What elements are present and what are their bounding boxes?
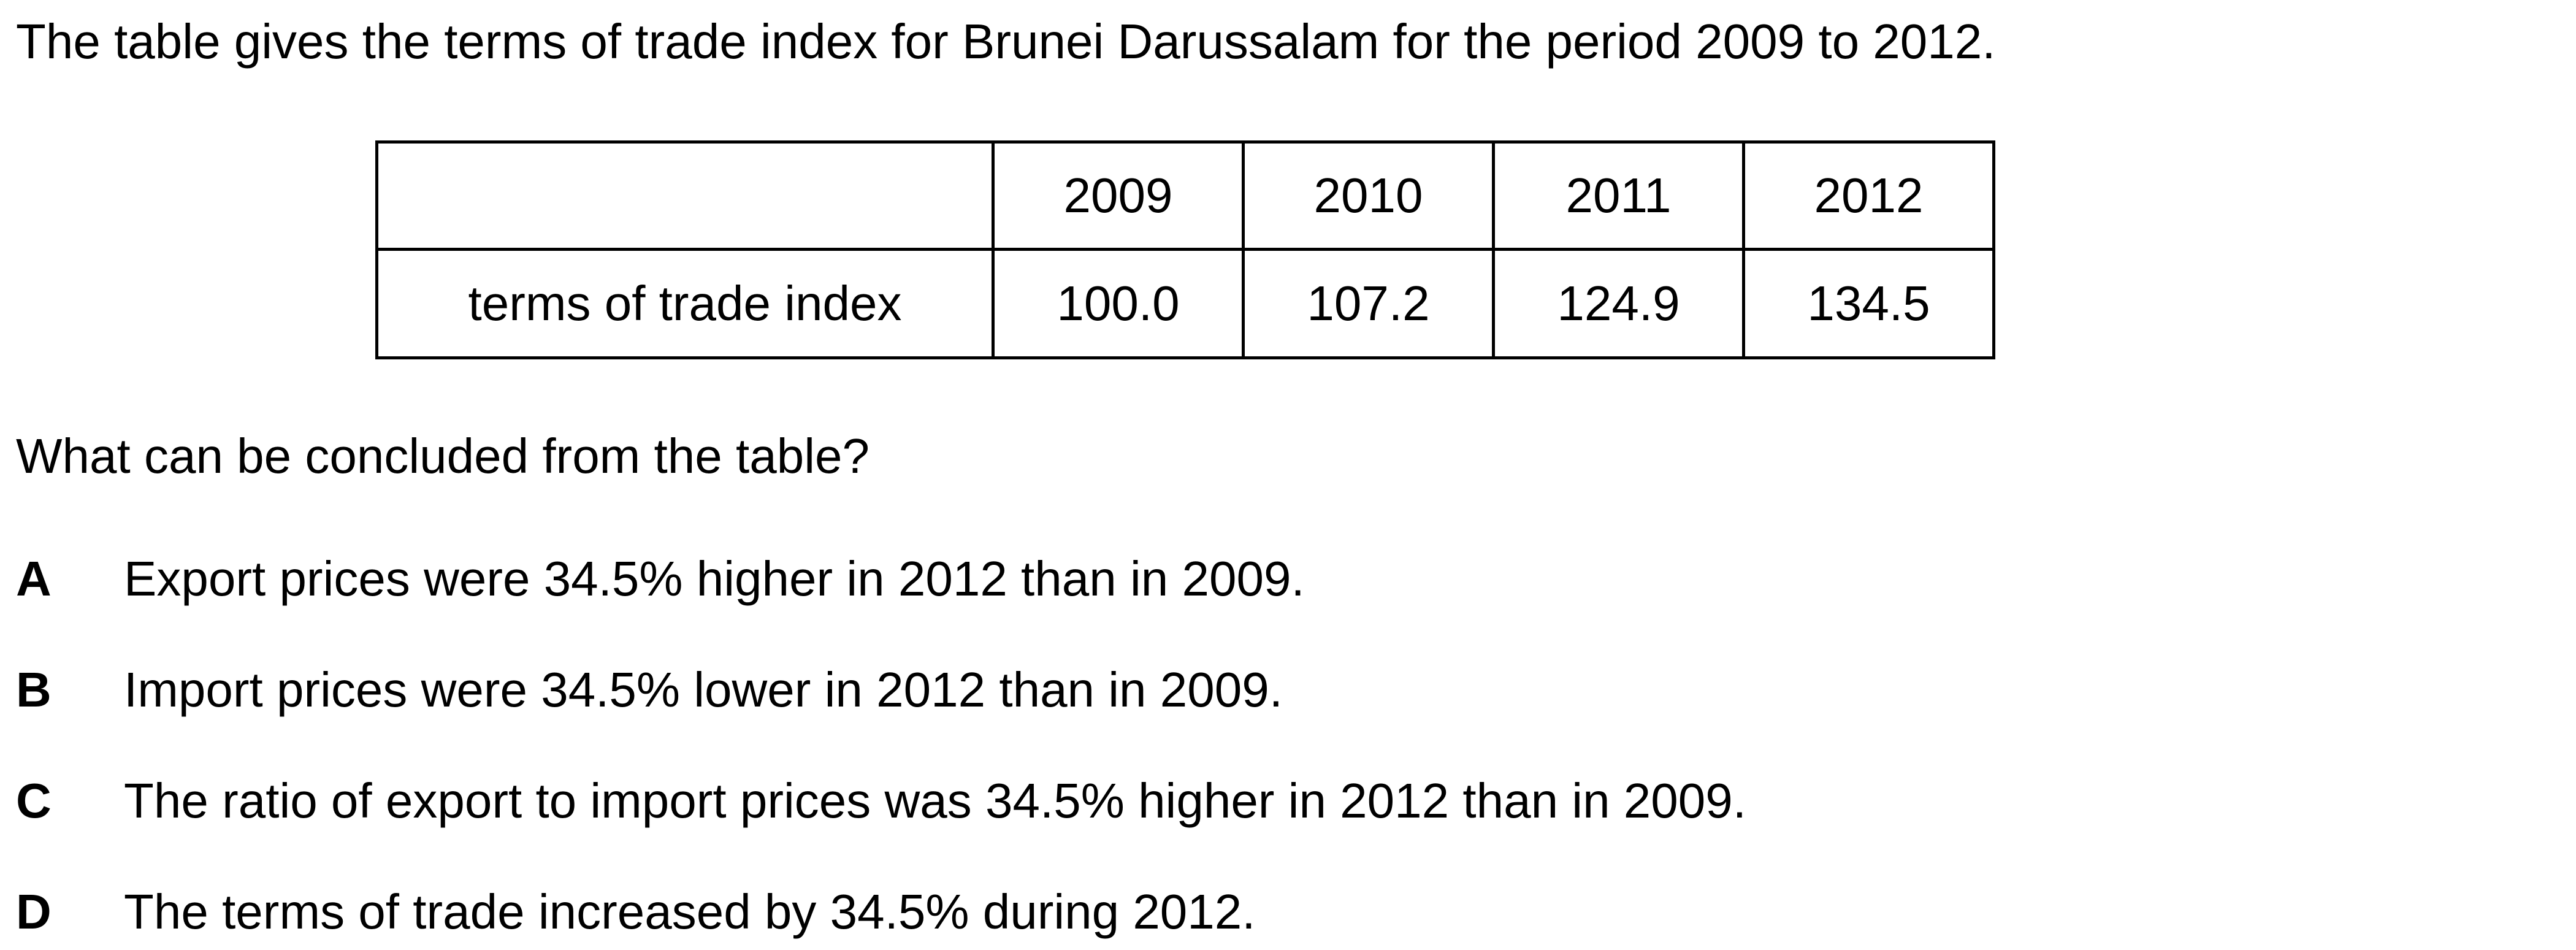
option-letter: B xyxy=(16,662,52,717)
value-cell-2011: 124.9 xyxy=(1492,248,1745,359)
table-row: terms of trade index 100.0 107.2 124.9 1… xyxy=(375,248,1995,359)
option-text: Export prices were 34.5% higher in 2012 … xyxy=(124,551,1305,606)
option-text: The ratio of export to import prices was… xyxy=(124,773,1746,828)
option-text: Import prices were 34.5% lower in 2012 t… xyxy=(124,662,1283,717)
table-corner-cell xyxy=(375,140,995,251)
intro-text: The table gives the terms of trade index… xyxy=(16,14,1996,69)
option-letter: C xyxy=(16,773,52,828)
question-text: What can be concluded from the table? xyxy=(16,429,869,483)
option-letter: D xyxy=(16,884,52,939)
year-header-2011: 2011 xyxy=(1492,140,1745,251)
row-label: terms of trade index xyxy=(375,248,995,359)
option-letter: A xyxy=(16,551,52,606)
table-header-row: 2009 2010 2011 2012 xyxy=(375,140,1995,251)
option-text: The terms of trade increased by 34.5% du… xyxy=(124,884,1256,939)
year-header-2010: 2010 xyxy=(1242,140,1495,251)
terms-of-trade-table: 2009 2010 2011 2012 terms of trade index… xyxy=(375,140,1995,359)
value-cell-2012: 134.5 xyxy=(1742,248,1995,359)
year-header-2012: 2012 xyxy=(1742,140,1995,251)
year-header-2009: 2009 xyxy=(992,140,1245,251)
value-cell-2009: 100.0 xyxy=(992,248,1245,359)
value-cell-2010: 107.2 xyxy=(1242,248,1495,359)
